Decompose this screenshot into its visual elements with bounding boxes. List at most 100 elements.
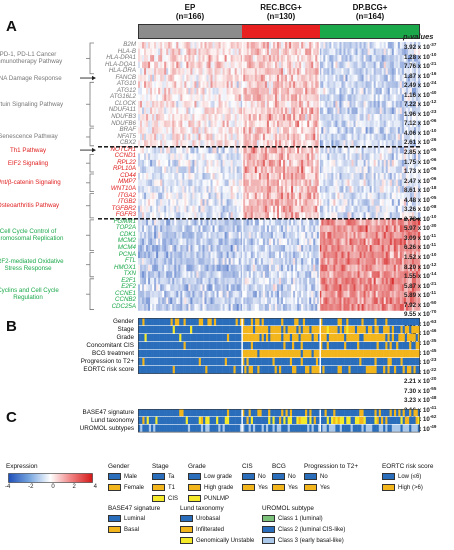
heatmap-cell [272, 231, 276, 239]
heatmap-cell [148, 166, 151, 174]
heatmap-cell [319, 81, 322, 89]
heatmap-cell [164, 225, 167, 233]
heatmap-cell [144, 114, 147, 121]
heatmap-cell [274, 81, 278, 89]
heatmap-cell [339, 218, 342, 226]
heatmap-cell [329, 87, 332, 95]
heatmap-cell [268, 225, 272, 233]
heatmap-cell [379, 107, 383, 115]
heatmap-cell [246, 114, 250, 121]
heatmap-cell [287, 245, 290, 252]
heatmap-cell [383, 133, 387, 141]
heatmap-cell [170, 127, 173, 134]
heatmap-cell [260, 74, 264, 82]
heatmap-cell [299, 100, 302, 108]
heatmap-cell [323, 127, 326, 134]
heatmap-cell [391, 114, 395, 121]
heatmap-cell [359, 133, 362, 141]
heatmap-cell [234, 173, 237, 180]
heatmap-cell [417, 74, 421, 82]
heatmap-cell [244, 133, 248, 141]
heatmap-cell [389, 212, 393, 220]
heatmap-cell [351, 120, 354, 128]
heatmap-cell [266, 192, 270, 200]
heatmap-cell [212, 87, 215, 95]
heatmap-cell [373, 192, 376, 200]
heatmap-cell [389, 48, 393, 56]
heatmap-cell [208, 100, 211, 108]
heatmap-cell [363, 127, 366, 134]
heatmap-cell [162, 245, 165, 252]
heatmap-cell [150, 68, 153, 75]
heatmap-cell [365, 153, 368, 161]
heatmap-cell [274, 146, 278, 154]
heatmap-cell [208, 55, 211, 62]
heatmap-cell [401, 186, 405, 193]
heatmap-cell [218, 94, 221, 102]
heatmap-cell [317, 48, 320, 56]
heatmap-cell [144, 245, 147, 252]
heatmap-cell [353, 107, 356, 115]
heatmap-cell [383, 212, 387, 220]
heatmap-cell [345, 264, 348, 272]
heatmap-cell [405, 231, 409, 239]
heatmap-cell [311, 100, 314, 108]
heatmap-cell [256, 173, 260, 180]
heatmap-cell [150, 186, 153, 193]
heatmap-cell [309, 55, 312, 62]
heatmap-cell [387, 159, 391, 167]
heatmap-cell [190, 205, 193, 213]
heatmap-cell [202, 55, 205, 62]
heatmap-cell [343, 87, 346, 95]
heatmap-cell [299, 199, 302, 206]
heatmap-cell [411, 107, 415, 115]
heatmap-cell [407, 107, 411, 115]
heatmap-cell [166, 245, 169, 252]
heatmap-cell [307, 127, 310, 134]
heatmap-cell [391, 87, 395, 95]
heatmap-cell [256, 159, 260, 167]
heatmap-cell [268, 140, 272, 147]
heatmap-cell [369, 205, 372, 213]
heatmap-cell [150, 42, 153, 49]
heatmap-cell [248, 238, 252, 246]
heatmap-cell [236, 120, 240, 128]
heatmap-cell [361, 212, 364, 220]
heatmap-cell [236, 199, 240, 206]
heatmap-cell [218, 140, 221, 147]
heatmap-cell [230, 264, 233, 272]
heatmap-cell [138, 140, 141, 147]
heatmap-cell [299, 212, 302, 220]
heatmap-cell [208, 225, 211, 233]
heatmap-cell [375, 68, 378, 75]
heatmap-cell [393, 179, 397, 187]
heatmap-cell [393, 68, 397, 75]
heatmap-cell [166, 81, 169, 89]
heatmap-cell [264, 153, 268, 161]
heatmap-cell [295, 173, 298, 180]
heatmap-cell [166, 146, 169, 154]
heatmap-cell [270, 48, 274, 56]
heatmap-cell [409, 146, 413, 154]
heatmap-cell [174, 179, 177, 187]
heatmap-cell [365, 264, 368, 272]
heatmap-cell [291, 146, 294, 154]
heatmap-cell [307, 186, 310, 193]
heatmap-cell [266, 166, 270, 174]
heatmap-cell [178, 225, 181, 233]
heatmap-cell [389, 146, 393, 154]
heatmap-cell [385, 81, 389, 89]
heatmap-cell [220, 173, 223, 180]
heatmap-cell [305, 94, 308, 102]
heatmap-cell [166, 61, 169, 69]
heatmap-cell [281, 100, 284, 108]
heatmap-cell [295, 133, 298, 141]
heatmap-cell [276, 55, 280, 62]
heatmap-cell [200, 114, 203, 121]
heatmap-cell [218, 159, 221, 167]
heatmap-cell [148, 42, 151, 49]
heatmap-cell [192, 81, 195, 89]
heatmap-cell [339, 231, 342, 239]
heatmap-cell [407, 120, 411, 128]
heatmap-cell [329, 61, 332, 69]
